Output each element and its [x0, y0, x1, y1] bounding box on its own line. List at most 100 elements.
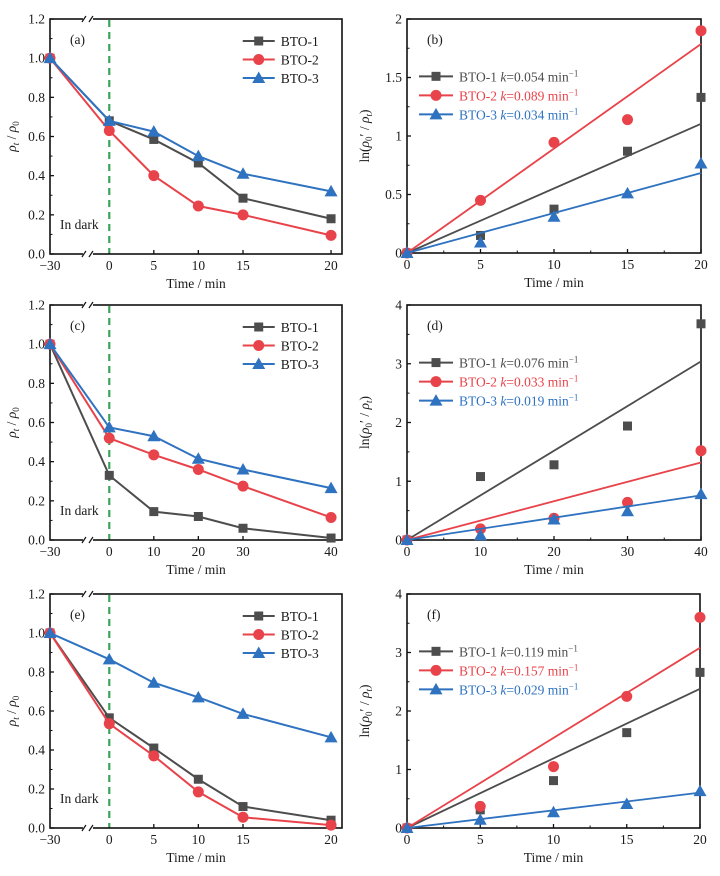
data-point-square: [623, 421, 632, 431]
legend: BTO-1 BTO-2 BTO-3: [242, 320, 319, 372]
data-point-triangle: [147, 429, 161, 442]
series-line: [49, 343, 332, 490]
data-point-triangle: [694, 156, 708, 169]
legend-item-bto-1: BTO-1 k=0.119 min−1: [419, 643, 578, 659]
data-point-square: [622, 728, 632, 738]
data-point-triangle: [621, 186, 634, 199]
data-point-triangle: [191, 690, 205, 703]
data-point-circle: [103, 125, 115, 137]
axis-break-mark: [88, 824, 94, 832]
legend-marker-triangle: [252, 71, 266, 83]
data-point-triangle: [102, 114, 116, 126]
series-line: [49, 632, 332, 827]
y-tick-label: 0.0: [28, 533, 45, 548]
series-bto-3: [400, 156, 708, 258]
x-tick-label: 40: [694, 544, 708, 559]
x-tick-label: 0: [106, 832, 113, 847]
x-tick-label: −30: [39, 258, 60, 273]
x-tick-label: 0: [106, 258, 113, 273]
axis-break-mark: [88, 590, 94, 598]
y-tick-label: 4: [395, 587, 402, 602]
y-tick-label: 0.6: [28, 129, 45, 144]
data-point-square: [549, 204, 559, 214]
y-axis-label: ρt / ρ0: [4, 407, 21, 439]
data-point-square: [476, 472, 485, 482]
y-tick-label: 0.2: [28, 782, 45, 797]
x-tick-label: 20: [693, 832, 707, 847]
data-point-square: [696, 319, 706, 329]
data-point-circle: [148, 750, 160, 762]
legend-label: BTO-1 k=0.054 min−1: [459, 68, 578, 84]
y-axis-label: ln(ρ0′ / ρt): [357, 685, 374, 738]
data-point-triangle: [147, 676, 161, 688]
data-point-triangle: [474, 528, 487, 541]
axis-break-mark: [81, 301, 87, 309]
y-tick-label: 0.4: [28, 168, 45, 183]
y-tick-label: 2: [395, 704, 402, 719]
data-point-square: [623, 146, 632, 156]
axis-break-mark: [81, 15, 87, 23]
legend-label: BTO-1 k=0.119 min−1: [459, 643, 578, 659]
axis-break-mark: [81, 824, 87, 832]
chart-panel-c: 0.0 0.2 0.4 0.6 0.8 1.0 1.2 −30 0 10 20 30 40 In dark…: [4, 298, 343, 577]
y-tick-label: 0.8: [28, 90, 45, 105]
data-point-circle: [148, 449, 160, 461]
data-point-triangle: [102, 652, 116, 665]
x-tick-label: 10: [192, 258, 206, 273]
y-tick-label: 2: [395, 415, 402, 430]
x-tick-label: 20: [694, 257, 708, 272]
legend-label: BTO-1 k=0.076 min−1: [459, 355, 578, 371]
series-bto-3: [400, 487, 708, 545]
data-point-triangle: [324, 481, 338, 494]
x-axis-label: Time / min: [524, 850, 584, 865]
y-tick-label: 0: [395, 533, 402, 548]
data-point-triangle: [694, 487, 708, 500]
data-point-triangle: [43, 337, 57, 350]
x-tick-label: 0: [404, 832, 411, 847]
series-bto-2: [401, 445, 707, 546]
x-tick-label: 30: [236, 544, 250, 559]
data-point-triangle: [400, 533, 414, 545]
x-tick-label: 5: [150, 832, 157, 847]
x-tick-label: 10: [192, 832, 206, 847]
x-axis-label: Time / min: [166, 850, 226, 865]
axis-break-gap: [82, 825, 93, 831]
x-tick-label: 10: [547, 257, 561, 272]
data-point-square: [695, 667, 705, 677]
data-point-triangle: [191, 452, 205, 464]
legend-marker-square: [431, 358, 441, 368]
data-point-triangle: [547, 210, 561, 222]
in-dark-annotation: In dark: [60, 791, 99, 806]
x-tick-label: −30: [39, 832, 60, 847]
legend-label: BTO-3: [281, 71, 319, 86]
data-point-circle: [622, 496, 633, 508]
legend-label: BTO-1: [281, 34, 319, 49]
data-point-circle: [325, 511, 337, 523]
axis-break-gap: [82, 16, 93, 22]
legend-item-bto-3: BTO-3 k=0.034 min−1: [419, 106, 578, 122]
series-line: [49, 343, 332, 540]
data-point-circle: [695, 25, 707, 37]
data-point-circle: [694, 611, 706, 623]
data-point-circle: [192, 464, 204, 475]
data-point-square: [326, 214, 336, 224]
y-axis-label: ln(ρ0′ / ρt): [357, 396, 374, 449]
legend-item-bto-2: BTO-2 k=0.033 min−1: [419, 374, 578, 390]
chart-panel-e: 0.0 0.2 0.4 0.6 0.8 1.0 1.2 −30 0 5 10 15 20 In dark T…: [4, 587, 343, 865]
x-tick-label: 20: [547, 544, 561, 559]
legend-marker-circle: [253, 54, 265, 65]
fit-line: [406, 647, 701, 829]
data-point-circle: [103, 432, 115, 444]
y-axis-label: ρt / ρ0: [4, 695, 21, 727]
axis-break-mark: [88, 15, 94, 23]
x-tick-label: 15: [236, 832, 250, 847]
data-point-square: [193, 512, 203, 521]
x-axis-label: Time / min: [166, 562, 226, 577]
legend-label: BTO-2 k=0.089 min−1: [459, 87, 578, 103]
y-tick-label: 1.2: [28, 298, 45, 313]
legend-item-bto-1: BTO-1: [242, 320, 319, 335]
panel-label: (c): [70, 318, 85, 333]
y-tick-label: 0.2: [28, 493, 45, 508]
data-point-triangle: [474, 235, 487, 248]
data-point-triangle: [236, 707, 250, 719]
